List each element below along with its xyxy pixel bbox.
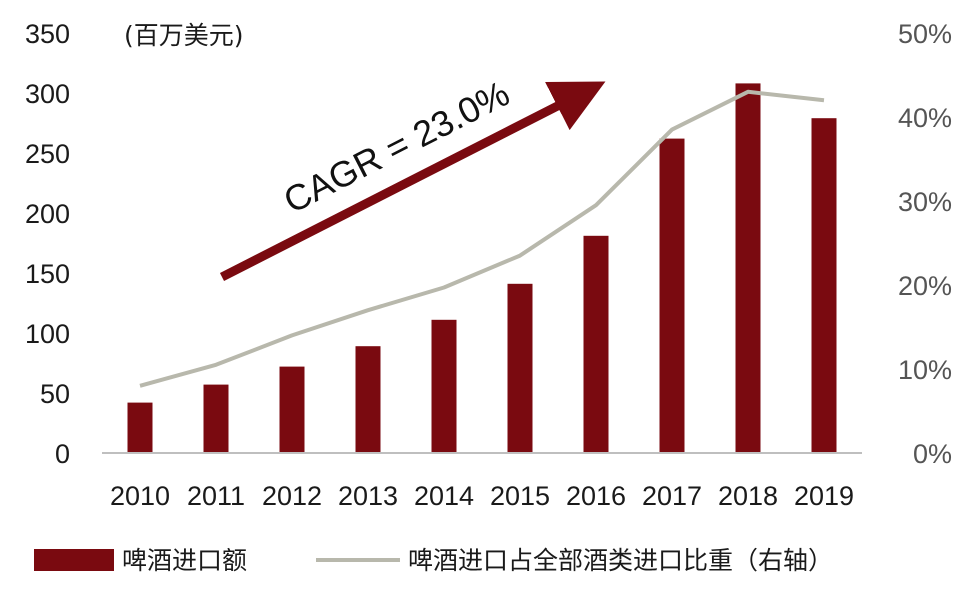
- left-tick-label: 300: [25, 79, 70, 109]
- x-tick-label: 2011: [187, 481, 245, 511]
- bar: [431, 319, 457, 453]
- bar: [507, 283, 533, 453]
- right-tick-label: 0%: [913, 439, 952, 469]
- right-axis-ticks: 0% 10% 20% 30% 40% 50%: [898, 19, 952, 469]
- left-tick-label: 150: [25, 259, 70, 289]
- left-tick-label: 50: [40, 379, 70, 409]
- bar: [279, 366, 305, 453]
- left-tick-label: 200: [25, 199, 70, 229]
- bar: [127, 402, 153, 453]
- right-tick-label: 30%: [898, 187, 952, 217]
- right-tick-label: 40%: [898, 103, 952, 133]
- x-tick-label: 2017: [642, 481, 702, 511]
- x-tick-label: 2010: [110, 481, 170, 511]
- x-tick-label: 2019: [794, 481, 854, 511]
- bar: [583, 235, 609, 453]
- x-tick-label: 2013: [338, 481, 398, 511]
- x-tick-label: 2015: [490, 481, 550, 511]
- x-tick-label: 2012: [262, 481, 322, 511]
- right-tick-label: 50%: [898, 19, 952, 49]
- bar: [735, 83, 761, 454]
- bar: [355, 346, 381, 453]
- x-tick-label: 2016: [566, 481, 626, 511]
- bar-series: [127, 83, 837, 454]
- left-tick-label: 100: [25, 319, 70, 349]
- line-series: [139, 89, 825, 388]
- x-tick-label: 2014: [414, 481, 474, 511]
- right-tick-label: 10%: [898, 355, 952, 385]
- left-tick-label: 0: [55, 439, 70, 469]
- bar: [811, 118, 837, 453]
- legend-label-bar: 啤酒进口额: [122, 546, 247, 575]
- left-axis-ticks: 0 50 100 150 200 250 300 350: [25, 19, 70, 469]
- unit-label: (百万美元): [124, 21, 244, 50]
- bar: [659, 138, 685, 453]
- legend-label-line: 啤酒进口占全部酒类进口比重（右轴）: [408, 546, 833, 575]
- legend: 啤酒进口额 啤酒进口占全部酒类进口比重（右轴）: [34, 546, 833, 575]
- x-axis-ticks: 2010 2011 2012 2013 2014 2015 2016 2017 2018 2019: [110, 481, 854, 511]
- bar: [203, 384, 229, 453]
- left-tick-label: 350: [25, 19, 70, 49]
- cagr-arrow: [219, 81, 606, 282]
- right-tick-label: 20%: [898, 271, 952, 301]
- x-tick-label: 2018: [718, 481, 778, 511]
- left-tick-label: 250: [25, 139, 70, 169]
- legend-swatch-bar: [34, 549, 114, 571]
